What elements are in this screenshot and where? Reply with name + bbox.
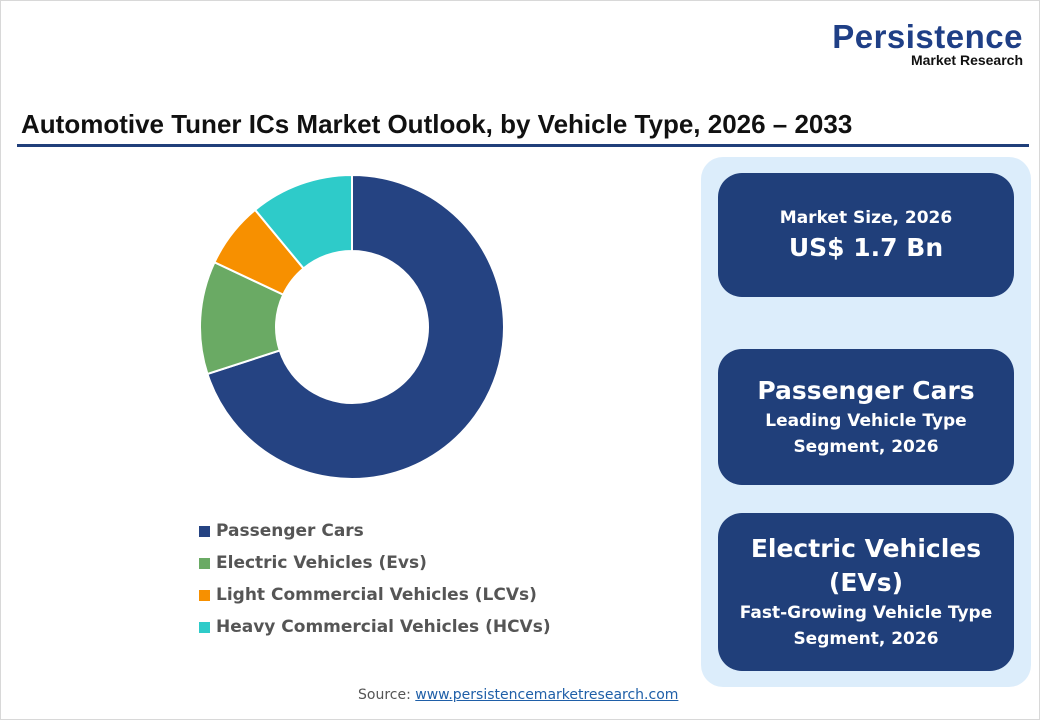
card-label: Segment, 2026 (793, 629, 939, 649)
card-label: Leading Vehicle Type (765, 411, 967, 431)
legend-item: Light Commercial Vehicles (LCVs) (199, 579, 551, 611)
legend-item: Heavy Commercial Vehicles (HCVs) (199, 611, 551, 643)
legend-item: Electric Vehicles (Evs) (199, 547, 551, 579)
card-value-2: (EVs) (828, 568, 904, 597)
legend-swatch (199, 557, 210, 569)
source-link[interactable]: www.persistencemarketresearch.com (415, 687, 679, 703)
chart-title: Automotive Tuner ICs Market Outlook, by … (21, 109, 853, 139)
source: Source: www.persistencemarketresearch.co… (358, 687, 678, 703)
legend-label: Passenger Cars (216, 521, 364, 541)
legend-item: Passenger Cars (199, 515, 551, 547)
legend: Passenger Cars Electric Vehicles (Evs) Lig… (199, 515, 551, 643)
card-value: Electric Vehicles (750, 534, 982, 563)
donut-slice-3 (253, 173, 353, 270)
donut-chart (199, 173, 505, 480)
legend-label: Heavy Commercial Vehicles (HCVs) (216, 617, 551, 637)
fast-growing-card: Electric Vehicles (EVs) Fast-Growing Veh… (718, 513, 1014, 671)
donut-slice-0 (206, 173, 505, 480)
legend-label: Electric Vehicles (Evs) (216, 553, 427, 573)
market-size-card: Market Size, 2026 US$ 1.7 Bn (718, 173, 1014, 297)
card-value: US$ 1.7 Bn (788, 233, 944, 262)
logo-line2: Market Research (910, 52, 1023, 68)
source-label: Source: (358, 687, 411, 703)
card-value: Passenger Cars (757, 376, 975, 405)
legend-swatch (199, 525, 210, 537)
card-label: Fast-Growing Vehicle Type (739, 603, 993, 623)
card-label: Market Size, 2026 (779, 208, 953, 228)
logo: Persistence Market Research (832, 18, 1023, 68)
legend-swatch (199, 589, 210, 601)
card-label: Segment, 2026 (793, 437, 939, 457)
legend-label: Light Commercial Vehicles (LCVs) (216, 585, 537, 605)
legend-swatch (199, 621, 210, 633)
logo-line1: Persistence (832, 18, 1023, 55)
leading-segment-card: Passenger Cars Leading Vehicle Type Segm… (718, 349, 1014, 485)
title-divider (17, 144, 1029, 147)
